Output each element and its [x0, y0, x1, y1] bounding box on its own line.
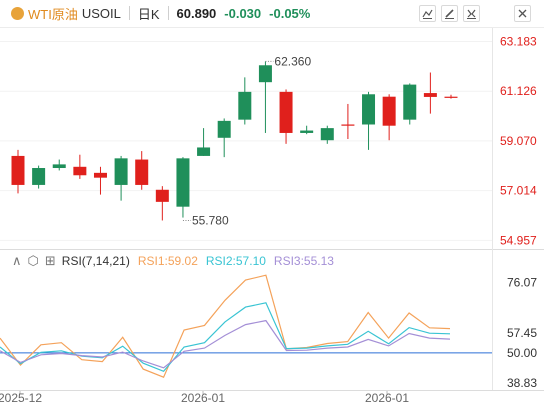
- bull-candle[interactable]: [362, 94, 376, 125]
- period-selector[interactable]: 日K: [137, 6, 160, 22]
- bull-candle[interactable]: [114, 158, 128, 185]
- collapse-icon[interactable]: ∧: [12, 253, 22, 268]
- rsi-series-3: [0, 319, 451, 369]
- rsi3-value: RSI3:55.13: [273, 254, 334, 268]
- price-axis-label: 57.014: [500, 184, 537, 198]
- bull-candle[interactable]: [217, 120, 231, 138]
- bear-candle[interactable]: [73, 166, 87, 176]
- instrument-name[interactable]: WTI原油: [28, 6, 78, 22]
- time-axis-label: 2026-01: [181, 391, 225, 405]
- bull-candle[interactable]: [197, 147, 211, 156]
- price-change-percent: -0.05%: [269, 5, 311, 21]
- rsi-axis-label: 50.00: [507, 346, 537, 360]
- bull-candle[interactable]: [403, 84, 417, 120]
- bear-candle[interactable]: [135, 159, 149, 185]
- indicator-icon[interactable]: ⊞: [44, 253, 56, 268]
- bull-candle[interactable]: [176, 158, 190, 207]
- price-axis-label: 61.126: [500, 84, 537, 98]
- header-divider: [128, 6, 130, 20]
- bear-candle[interactable]: [444, 96, 458, 98]
- price-axis-label: 54.957: [500, 233, 537, 247]
- rsi-axis-label: 76.07: [507, 276, 537, 290]
- bear-candle[interactable]: [341, 124, 355, 126]
- rsi-legend: ∧ ⬡ ⊞ RSI(7,14,21) RSI1:59.02 RSI2:57.10…: [0, 251, 544, 271]
- oil-logo-icon: [11, 6, 24, 20]
- bull-candle[interactable]: [258, 65, 272, 83]
- bull-candle[interactable]: [300, 130, 314, 133]
- last-price: 60.890: [176, 5, 217, 21]
- bear-candle[interactable]: [423, 93, 437, 97]
- bull-candle[interactable]: [32, 168, 46, 185]
- settings-icon[interactable]: ⬡: [27, 253, 39, 268]
- rsi-series-1: [0, 274, 451, 378]
- chart-header: WTI原油 USOIL 日K 60.890 -0.030 -0.05%: [0, 0, 544, 26]
- bear-candle[interactable]: [11, 155, 25, 185]
- bear-candle[interactable]: [279, 91, 293, 133]
- rsi2-value: RSI2:57.10: [205, 254, 266, 268]
- price-axis-label: 63.183: [500, 34, 537, 48]
- extreme-price-label: 62.360: [274, 54, 311, 68]
- time-axis-label: 2026-01: [365, 391, 409, 405]
- bull-candle[interactable]: [320, 128, 334, 141]
- rsi-series-2: [0, 302, 451, 373]
- extreme-price-label: 55.780: [192, 213, 229, 227]
- bear-candle[interactable]: [93, 172, 107, 178]
- price-change: -0.030: [224, 5, 262, 21]
- close-icon[interactable]: [514, 5, 531, 22]
- draw-line-icon[interactable]: [419, 5, 436, 22]
- compare-icon[interactable]: [463, 5, 480, 22]
- bull-candle[interactable]: [52, 164, 66, 169]
- instrument-code[interactable]: USOIL: [81, 5, 121, 21]
- bull-candle[interactable]: [238, 91, 252, 120]
- header-divider: [167, 6, 169, 20]
- bear-candle[interactable]: [155, 189, 169, 202]
- rsi-params: RSI(7,14,21): [61, 254, 130, 268]
- rsi-axis-label: 38.83: [507, 376, 537, 390]
- rsi-axis-label: 57.45: [507, 326, 537, 340]
- price-axis-label: 59.070: [500, 134, 537, 148]
- rsi1-value: RSI1:59.02: [137, 254, 198, 268]
- time-axis-label: 2025-12: [0, 391, 42, 405]
- bear-candle[interactable]: [382, 96, 396, 126]
- brush-icon[interactable]: [441, 5, 458, 22]
